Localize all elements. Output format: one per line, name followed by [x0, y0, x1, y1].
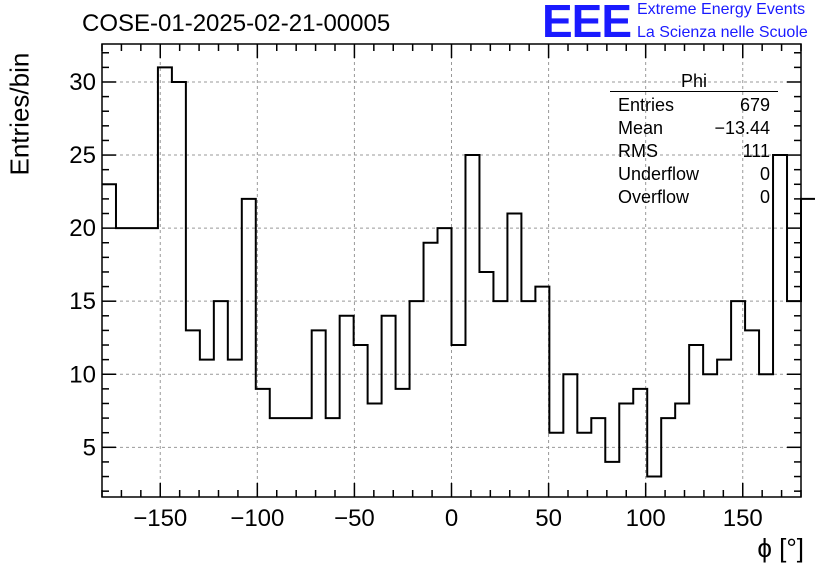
stats-box-title: Phi	[610, 71, 778, 92]
chart-title: COSE-01-2025-02-21-00005	[82, 10, 391, 37]
y-tick-label: 30	[69, 69, 96, 96]
histogram-bin	[703, 374, 717, 497]
histogram-bin	[186, 330, 200, 497]
histogram-bin	[284, 418, 298, 497]
histogram-bin	[256, 389, 270, 497]
y-tick-label: 25	[69, 142, 96, 169]
stats-row-overflow: Overflow 0	[610, 186, 778, 209]
x-tick-label: −150	[133, 505, 187, 532]
y-axis-label: Entries/bin	[4, 52, 35, 176]
histogram-bin	[228, 360, 242, 497]
stats-value: 679	[739, 95, 770, 115]
stats-value: 111	[742, 141, 770, 161]
y-tick-label: 20	[69, 215, 96, 242]
stats-label: Overflow	[618, 187, 690, 207]
x-axis-label: ϕ [°]	[757, 533, 804, 563]
histogram-bin	[745, 330, 759, 497]
stats-row-rms: RMS 111	[610, 140, 778, 163]
histogram-bin	[424, 243, 438, 497]
x-tick-label: −100	[230, 505, 284, 532]
stats-label: Mean	[618, 118, 664, 138]
histogram-bin	[759, 374, 773, 497]
histogram-bin	[577, 433, 591, 497]
histogram-bin	[438, 228, 452, 497]
histogram-bin	[507, 214, 521, 497]
histogram-bin	[144, 228, 158, 497]
stats-label: Underflow	[618, 164, 700, 184]
brand-line-1: Extreme Energy Events	[637, 1, 806, 18]
x-tick-label: −50	[334, 505, 375, 532]
histogram-bin	[535, 287, 549, 497]
histogram-bin	[633, 389, 647, 497]
x-tick-label: 100	[626, 505, 666, 532]
histogram-bin	[521, 301, 535, 497]
stats-row-mean: Mean −13.44	[610, 117, 778, 140]
histogram-bin	[382, 316, 396, 497]
histogram-bin	[102, 184, 116, 497]
histogram-bin	[116, 228, 130, 497]
x-tick-label: 0	[445, 505, 458, 532]
histogram-bin	[689, 345, 703, 497]
y-tick-label: 15	[69, 288, 96, 315]
histogram-bin	[200, 360, 214, 497]
histogram-bin	[675, 403, 689, 497]
histogram-bin	[731, 301, 745, 497]
histogram-bin	[410, 301, 424, 497]
stats-value: 0	[759, 164, 770, 184]
x-tick-label: 50	[535, 505, 562, 532]
stats-box: Phi Entries 679 Mean −13.44 RMS 111 Unde…	[610, 71, 778, 209]
histogram-bin	[591, 418, 605, 497]
histogram-bin	[130, 228, 144, 497]
stats-value: 0	[759, 187, 770, 207]
histogram-bin	[368, 403, 382, 497]
histogram-bin	[242, 199, 256, 497]
stats-label: RMS	[618, 141, 658, 161]
histogram-bin	[158, 67, 172, 497]
stats-row-underflow: Underflow 0	[610, 163, 778, 186]
histogram-bin	[214, 301, 228, 497]
histogram-bin	[801, 199, 815, 497]
histogram-bin	[717, 360, 731, 497]
brand-line-2: La Scienza nelle Scuole	[637, 24, 808, 41]
histogram-bin	[298, 418, 312, 497]
stats-row-entries: Entries 679	[610, 94, 778, 117]
x-tick-label: 150	[723, 505, 763, 532]
histogram-bin	[647, 477, 661, 497]
histogram-bin	[354, 345, 368, 497]
histogram-bin	[465, 155, 479, 497]
histogram-bin	[340, 316, 354, 497]
histogram-bin	[172, 82, 186, 497]
histogram-bin	[619, 403, 633, 497]
histogram-bin	[479, 272, 493, 497]
y-tick-label: 5	[83, 434, 96, 461]
histogram-bin	[563, 374, 577, 497]
eee-logo: EEE	[542, 0, 632, 47]
histogram-bin	[493, 301, 507, 497]
stats-label: Entries	[618, 95, 675, 115]
histogram-bin	[396, 389, 410, 497]
y-tick-label: 10	[69, 361, 96, 388]
stats-value: −13.44	[714, 118, 770, 138]
histogram-bin	[452, 345, 466, 497]
histogram-bin	[661, 418, 675, 497]
histogram-bin	[549, 433, 563, 497]
histogram-bin	[312, 330, 326, 497]
histogram-bin	[270, 418, 284, 497]
histogram-bin	[326, 418, 340, 497]
histogram-series-line	[102, 66, 815, 478]
